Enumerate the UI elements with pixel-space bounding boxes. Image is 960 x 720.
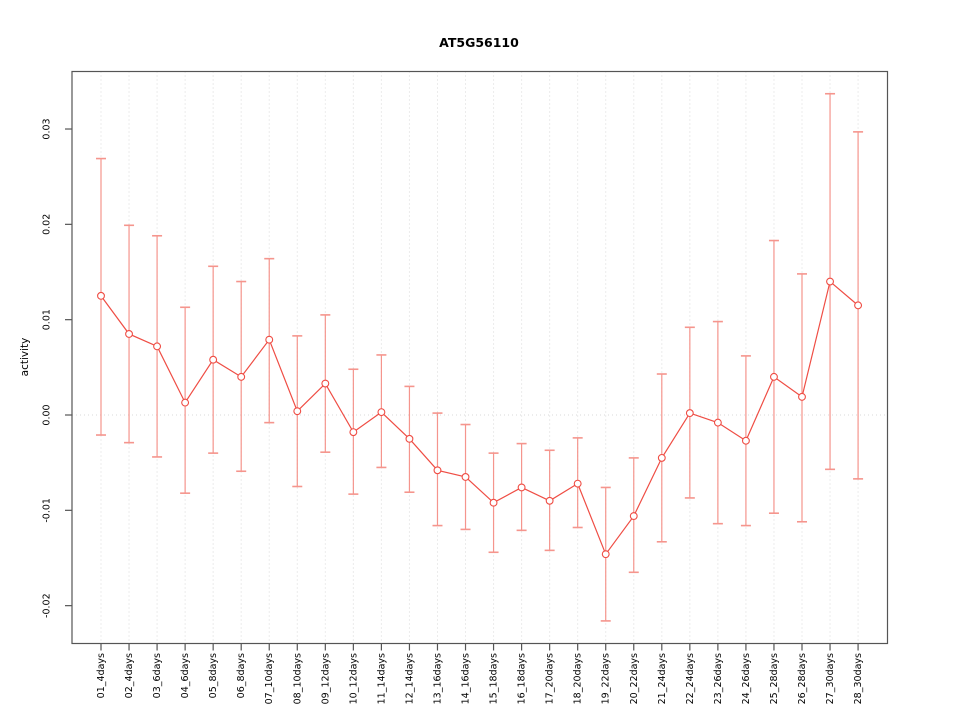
data-point bbox=[826, 277, 834, 286]
x-tick-label: 24_26days bbox=[741, 653, 752, 704]
y-tick-label: 0.03 bbox=[42, 118, 53, 139]
data-point bbox=[461, 473, 470, 481]
x-tick-label: 22_24days bbox=[685, 653, 696, 704]
y-tick-label: 0.01 bbox=[42, 309, 53, 330]
data-point bbox=[573, 479, 582, 488]
data-point bbox=[349, 428, 358, 437]
data-point bbox=[798, 392, 806, 401]
x-tick-label: 28_30days bbox=[853, 653, 864, 704]
y-tick-label: 0.00 bbox=[42, 404, 53, 425]
x-tick-label: 09_12days bbox=[320, 653, 331, 704]
data-point bbox=[405, 434, 414, 443]
data-point bbox=[601, 550, 610, 559]
data-point bbox=[545, 496, 554, 505]
data-point bbox=[854, 301, 863, 310]
data-point bbox=[685, 409, 694, 418]
data-point bbox=[517, 483, 526, 492]
x-tick-label: 23_26days bbox=[713, 653, 724, 704]
data-point bbox=[125, 330, 133, 338]
data-point bbox=[770, 372, 778, 381]
x-tick-label: 02_4days bbox=[124, 653, 135, 698]
y-tick-label: 0.02 bbox=[42, 214, 53, 235]
data-point bbox=[657, 453, 666, 462]
x-tick-label: 14_16days bbox=[461, 653, 472, 704]
data-point bbox=[209, 355, 218, 364]
x-tick-label: 16_18days bbox=[517, 653, 528, 704]
x-tick-label: 26_28days bbox=[797, 653, 808, 704]
data-layer bbox=[96, 92, 864, 622]
x-tick-label: 12_14days bbox=[404, 653, 415, 704]
x-tick-label: 08_10days bbox=[292, 653, 303, 704]
x-tick-label: 11_14days bbox=[376, 653, 387, 704]
data-point bbox=[237, 372, 246, 381]
data-point bbox=[321, 379, 330, 388]
data-point bbox=[741, 436, 750, 445]
data-point bbox=[713, 418, 722, 427]
x-tick-label: 01_4days bbox=[96, 653, 107, 698]
x-tick-label: 27_30days bbox=[825, 653, 836, 704]
x-tick-label: 17_20days bbox=[545, 653, 556, 704]
x-tick-label: 25_28days bbox=[769, 653, 780, 704]
data-point bbox=[97, 291, 105, 300]
x-tick-label: 06_8days bbox=[236, 653, 247, 698]
x-tick-label: 05_8days bbox=[208, 653, 219, 698]
x-tick-label: 20_22days bbox=[629, 653, 640, 704]
chart-title: AT5G56110 bbox=[439, 35, 519, 50]
x-tick-label: 10_12days bbox=[348, 653, 359, 704]
x-tick-label: 04_6days bbox=[180, 653, 191, 698]
y-tick-label: -0.01 bbox=[42, 498, 53, 523]
y-tick-label: -0.02 bbox=[42, 593, 53, 618]
data-point bbox=[377, 408, 386, 417]
grid-layer bbox=[72, 71, 888, 644]
data-point bbox=[629, 512, 638, 520]
x-tick-label: 13_16days bbox=[432, 653, 443, 704]
x-tick-label: 07_10days bbox=[264, 653, 275, 704]
axis-layer: -0.02 -0.01 0.00 0.01 0.02 0.03 01_4days 02_4da… bbox=[42, 70, 889, 704]
plot-border bbox=[71, 70, 889, 645]
x-tick-label: 21_24days bbox=[657, 653, 668, 704]
data-point bbox=[293, 407, 302, 416]
data-point bbox=[265, 335, 274, 344]
x-tick-label: 15_18days bbox=[489, 653, 500, 704]
x-tick-label: 19_22days bbox=[601, 653, 612, 704]
data-point bbox=[153, 342, 162, 351]
data-point bbox=[489, 498, 498, 507]
x-tick-label: 18_20days bbox=[573, 653, 584, 704]
x-tick-label: 03_6days bbox=[152, 653, 163, 698]
data-point bbox=[181, 398, 190, 407]
data-point bbox=[433, 466, 442, 475]
data-line bbox=[100, 280, 859, 556]
y-axis-label: activity bbox=[19, 338, 31, 377]
